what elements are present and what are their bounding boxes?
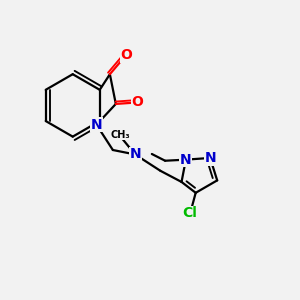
- Text: N: N: [204, 151, 216, 165]
- Text: Cl: Cl: [183, 206, 198, 220]
- Text: CH₃: CH₃: [110, 130, 130, 140]
- Text: N: N: [180, 153, 192, 166]
- Text: O: O: [120, 48, 132, 62]
- Text: N: N: [129, 148, 141, 161]
- Text: N: N: [91, 118, 102, 132]
- Text: O: O: [131, 95, 143, 110]
